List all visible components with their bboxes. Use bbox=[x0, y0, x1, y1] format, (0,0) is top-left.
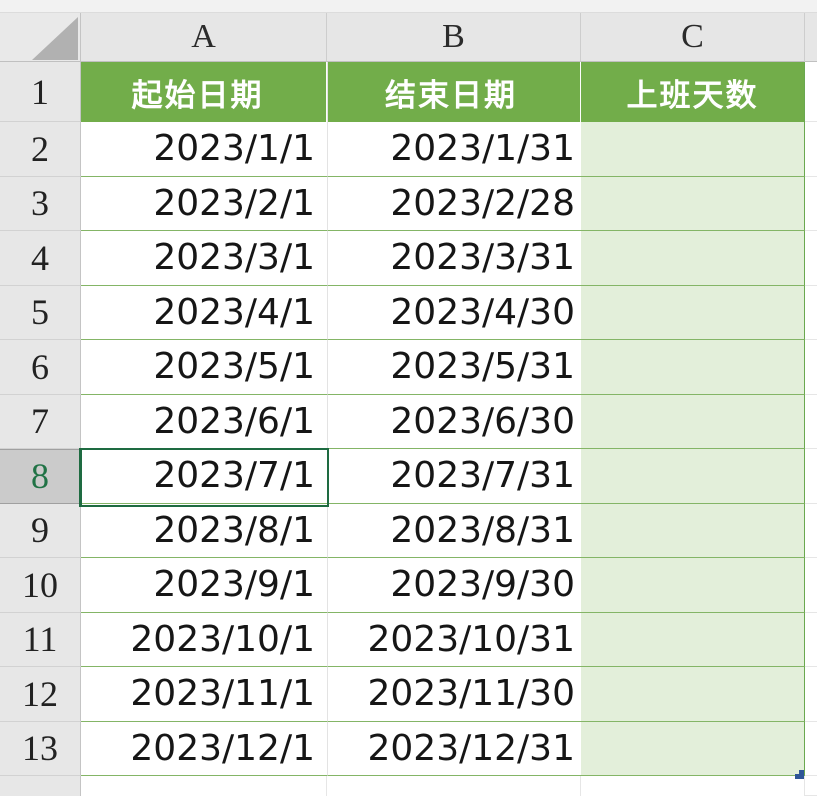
row-header[interactable]: 7 bbox=[0, 394, 81, 449]
row-header[interactable]: 8 bbox=[0, 449, 81, 504]
row-header-14[interactable] bbox=[0, 776, 81, 796]
cell-start-date[interactable]: 2023/6/1 bbox=[81, 394, 327, 449]
cell-end-date[interactable]: 2023/3/31 bbox=[327, 231, 581, 286]
grid-filler bbox=[805, 176, 817, 231]
cell-working-days[interactable] bbox=[581, 340, 805, 395]
cell-c14[interactable] bbox=[581, 776, 805, 796]
cell-working-days[interactable] bbox=[581, 503, 805, 558]
grid-filler bbox=[805, 231, 817, 286]
cell-end-date[interactable]: 2023/11/30 bbox=[327, 667, 581, 722]
grid-filler bbox=[805, 340, 817, 395]
grid-filler bbox=[805, 776, 817, 796]
cell-start-date[interactable]: 2023/10/1 bbox=[81, 612, 327, 667]
cell-end-date[interactable]: 2023/12/31 bbox=[327, 721, 581, 776]
row-header[interactable]: 2 bbox=[0, 122, 81, 177]
grid-filler bbox=[805, 721, 817, 776]
table-row: 9 2023/8/1 2023/8/31 bbox=[0, 503, 817, 558]
table-resize-handle[interactable] bbox=[795, 770, 804, 779]
cell-working-days[interactable] bbox=[581, 176, 805, 231]
cell-start-date[interactable]: 2023/3/1 bbox=[81, 231, 327, 286]
cell-working-days[interactable] bbox=[581, 285, 805, 340]
row-header[interactable]: 11 bbox=[0, 612, 81, 667]
cell-start-date[interactable]: 2023/12/1 bbox=[81, 721, 327, 776]
cell-end-date[interactable]: 2023/8/31 bbox=[327, 503, 581, 558]
table-row: 2 2023/1/1 2023/1/31 bbox=[0, 122, 817, 177]
row-header[interactable]: 4 bbox=[0, 231, 81, 286]
cell-b14[interactable] bbox=[327, 776, 581, 796]
cell-start-date[interactable]: 2023/8/1 bbox=[81, 503, 327, 558]
cell-end-date[interactable]: 2023/9/30 bbox=[327, 558, 581, 613]
cell-start-date[interactable]: 2023/9/1 bbox=[81, 558, 327, 613]
table-row: 6 2023/5/1 2023/5/31 bbox=[0, 340, 817, 395]
grid-filler bbox=[805, 503, 817, 558]
row-header[interactable]: 6 bbox=[0, 340, 81, 395]
grid-filler bbox=[805, 449, 817, 504]
table-row: 7 2023/6/1 2023/6/30 bbox=[0, 394, 817, 449]
cell-a1-start-date-header[interactable]: 起始日期 bbox=[81, 62, 327, 122]
row-header[interactable]: 9 bbox=[0, 503, 81, 558]
column-header-a[interactable]: A bbox=[81, 13, 327, 62]
grid-filler bbox=[805, 122, 817, 177]
cell-working-days[interactable] bbox=[581, 558, 805, 613]
cell-working-days[interactable] bbox=[581, 449, 805, 504]
cell-working-days[interactable] bbox=[581, 394, 805, 449]
table-header-row: 1 起始日期 结束日期 上班天数 bbox=[0, 62, 817, 122]
cell-start-date[interactable]: 2023/4/1 bbox=[81, 285, 327, 340]
cell-end-date[interactable]: 2023/1/31 bbox=[327, 122, 581, 177]
sheet-body: 1 起始日期 结束日期 上班天数 2 2023/1/1 2023/1/31 3 … bbox=[0, 62, 817, 796]
grid-filler bbox=[805, 667, 817, 722]
cell-end-date[interactable]: 2023/5/31 bbox=[327, 340, 581, 395]
grid-filler bbox=[805, 285, 817, 340]
row-header[interactable]: 5 bbox=[0, 285, 81, 340]
select-all-icon bbox=[32, 17, 78, 60]
row-header[interactable]: 13 bbox=[0, 721, 81, 776]
partial-row-14 bbox=[0, 776, 817, 796]
cell-end-date[interactable]: 2023/6/30 bbox=[327, 394, 581, 449]
column-header-b[interactable]: B bbox=[327, 13, 581, 62]
cell-start-date[interactable]: 2023/5/1 bbox=[81, 340, 327, 395]
cell-start-date[interactable]: 2023/11/1 bbox=[81, 667, 327, 722]
table-row: 3 2023/2/1 2023/2/28 bbox=[0, 176, 817, 231]
cell-working-days[interactable] bbox=[581, 667, 805, 722]
cell-working-days[interactable] bbox=[581, 231, 805, 286]
table-row: 12 2023/11/1 2023/11/30 bbox=[0, 667, 817, 722]
cell-a14[interactable] bbox=[81, 776, 327, 796]
cell-end-date[interactable]: 2023/4/30 bbox=[327, 285, 581, 340]
cell-end-date[interactable]: 2023/7/31 bbox=[327, 449, 581, 504]
select-all-button[interactable] bbox=[0, 13, 81, 62]
row-header[interactable]: 3 bbox=[0, 176, 81, 231]
table-row: 10 2023/9/1 2023/9/30 bbox=[0, 558, 817, 613]
cell-working-days[interactable] bbox=[581, 122, 805, 177]
cell-working-days[interactable] bbox=[581, 612, 805, 667]
table-row: 4 2023/3/1 2023/3/31 bbox=[0, 231, 817, 286]
grid-filler bbox=[805, 612, 817, 667]
cell-end-date[interactable]: 2023/2/28 bbox=[327, 176, 581, 231]
cell-c1-working-days-header[interactable]: 上班天数 bbox=[581, 62, 805, 122]
grid-filler bbox=[805, 558, 817, 613]
row-header[interactable]: 12 bbox=[0, 667, 81, 722]
cell-start-date[interactable]: 2023/2/1 bbox=[81, 176, 327, 231]
table-row: 5 2023/4/1 2023/4/30 bbox=[0, 285, 817, 340]
grid-filler bbox=[805, 394, 817, 449]
row-header-1[interactable]: 1 bbox=[0, 62, 81, 122]
grid-filler bbox=[805, 62, 817, 122]
cell-start-date[interactable]: 2023/7/1 bbox=[81, 449, 327, 504]
chrome-top-strip bbox=[0, 0, 817, 13]
table-row: 13 2023/12/1 2023/12/31 bbox=[0, 721, 817, 776]
column-header-band: A B C bbox=[0, 13, 817, 62]
cell-start-date[interactable]: 2023/1/1 bbox=[81, 122, 327, 177]
column-header-filler bbox=[805, 13, 817, 62]
cell-b1-end-date-header[interactable]: 结束日期 bbox=[327, 62, 581, 122]
table-row: 8 2023/7/1 2023/7/31 bbox=[0, 449, 817, 504]
cell-end-date[interactable]: 2023/10/31 bbox=[327, 612, 581, 667]
row-header[interactable]: 10 bbox=[0, 558, 81, 613]
table-row: 11 2023/10/1 2023/10/31 bbox=[0, 612, 817, 667]
cell-working-days[interactable] bbox=[581, 721, 805, 776]
column-header-c[interactable]: C bbox=[581, 13, 805, 62]
